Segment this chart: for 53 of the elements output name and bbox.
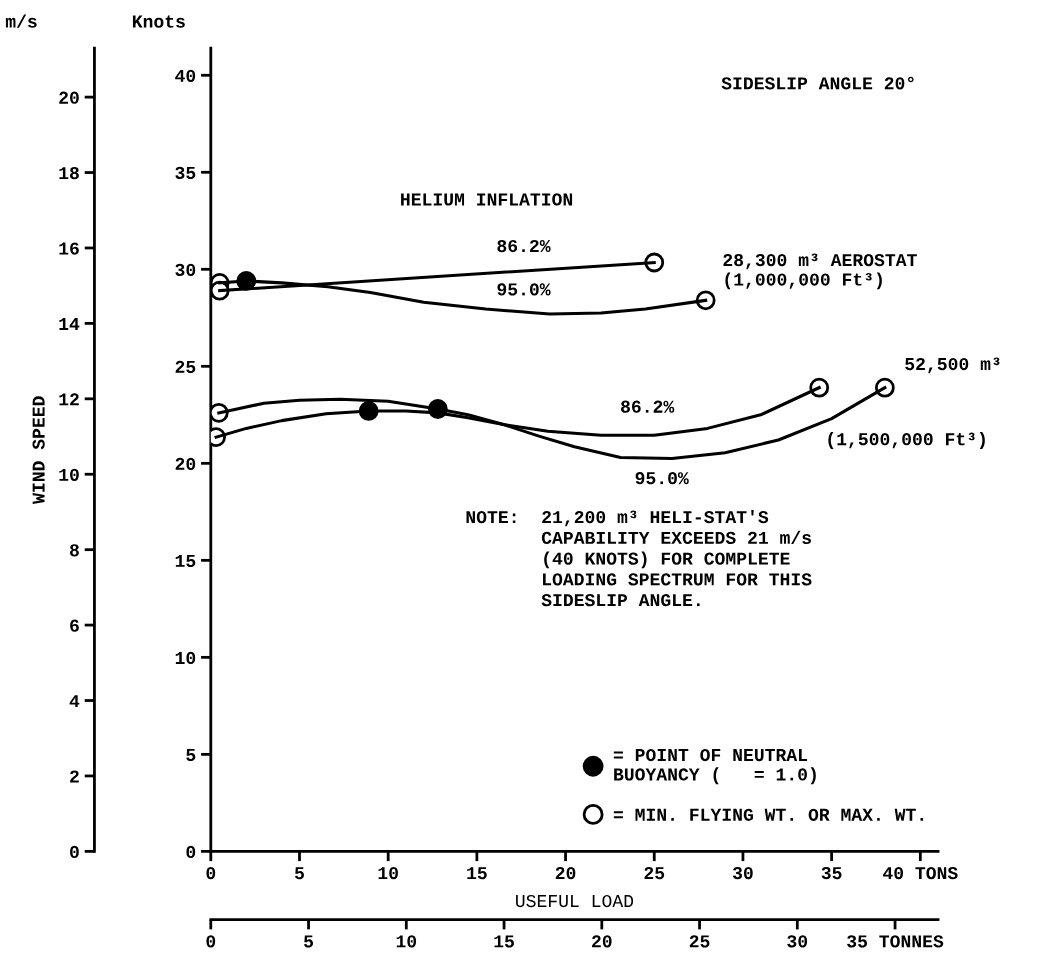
- x-axis-title: USEFUL LOAD: [516, 894, 634, 908]
- x-tick-label: 40 TONS: [883, 866, 958, 880]
- y2-tick-label: 0: [70, 845, 79, 859]
- x-tick-label: 5: [294, 867, 304, 880]
- y2-tick-label: 18: [59, 167, 79, 180]
- x2-tick-label: 30: [787, 935, 808, 948]
- y2-tick-label: 10: [59, 468, 79, 481]
- x2-tick-label: 5: [304, 935, 314, 948]
- y-tick-label: 30: [175, 263, 196, 277]
- y-tick-label: 20: [175, 457, 196, 471]
- annotation: 86.2%: [497, 239, 551, 253]
- legend-label: = MIN. FLYING WT. OR MAX. WT.: [613, 808, 924, 821]
- x-tick-label: 10: [378, 866, 398, 880]
- x2-tick-label: 10: [396, 935, 417, 948]
- x2-tick-label: 0: [206, 935, 216, 948]
- annotation: 95.0%: [497, 283, 551, 296]
- annotation: NOTE: 21,200 m³ HELI-STAT'S CAPABILITY EXCEEDS 21 m/s (40 KNOTS) FOR COMPLETE LOADING SPECTRUM FOR THIS SIDESLIP ANGLE.: [466, 509, 812, 607]
- annotation: 86.2%: [621, 400, 675, 413]
- y-tick-label: 0: [186, 845, 196, 859]
- x-tick-label: 0: [206, 866, 216, 880]
- y-tick-label: 10: [175, 651, 196, 665]
- x-tick-label: 15: [467, 867, 487, 880]
- x-tick-label: 30: [732, 866, 753, 880]
- legend-label: = POINT OF NEUTRAL BUOYANCY ( = 1.0): [613, 748, 816, 785]
- text: SIDESLIP ANGLE 20°: [721, 76, 914, 90]
- annotation: 95.0%: [635, 472, 689, 485]
- x2-tick-label: 25: [689, 935, 710, 948]
- y-axis-title: Knots: [132, 15, 185, 28]
- annotation: (1,500,000 Ft³): [828, 432, 985, 449]
- annotation: 28,300 m³ AEROSTAT (1,000,000 Ft³): [723, 253, 917, 290]
- y2-tick-label: 14: [59, 318, 80, 330]
- y2-tick-label: 6: [70, 619, 79, 632]
- x2-tick-label: 20: [592, 935, 612, 948]
- x-tick-label: 35: [821, 866, 842, 880]
- y2-tick-label: 16: [59, 242, 79, 255]
- annotation: HELIUM INFLATION: [401, 193, 573, 206]
- y-tick-label: 5: [186, 749, 196, 762]
- x-tick-label: 25: [644, 866, 665, 880]
- y2-tick-label: 2: [70, 770, 79, 783]
- y-tick-label: 35: [175, 166, 196, 180]
- x2-tick-label: 35 TONNES: [847, 935, 944, 948]
- y2-tick-label: 4: [69, 695, 80, 708]
- y-tick-label: 25: [175, 360, 196, 374]
- y2-tick-label: 20: [59, 91, 79, 104]
- x-tick-label: 20: [555, 866, 576, 880]
- y2-axis-title: m/s: [5, 14, 37, 28]
- x2-tick-label: 15: [494, 935, 514, 948]
- y-tick-label: 40: [175, 69, 196, 82]
- y2-tick-label: 12: [59, 393, 79, 406]
- annotation: 52,500 m³: [905, 357, 1000, 374]
- y2-tick-label: 8: [69, 544, 79, 557]
- y-tick-label: 15: [175, 554, 196, 568]
- text: WIND SPEED: [32, 396, 45, 504]
